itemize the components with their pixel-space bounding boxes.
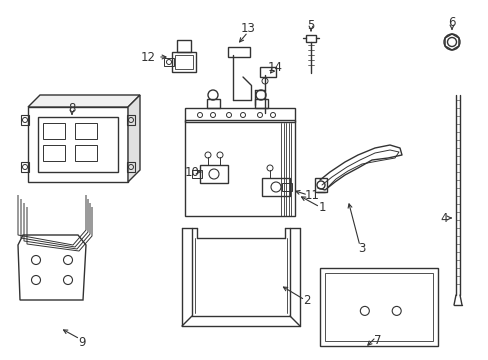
Bar bbox=[184, 108, 294, 122]
Bar bbox=[21, 162, 29, 172]
Bar bbox=[28, 107, 128, 182]
Bar bbox=[314, 178, 326, 192]
Text: 10: 10 bbox=[184, 166, 199, 179]
Bar bbox=[43, 123, 65, 139]
Bar bbox=[325, 273, 432, 341]
Bar bbox=[227, 47, 249, 57]
Bar bbox=[206, 99, 220, 108]
Bar bbox=[177, 40, 191, 52]
Bar bbox=[38, 117, 118, 172]
Text: 1: 1 bbox=[318, 201, 325, 213]
Text: 6: 6 bbox=[447, 15, 455, 28]
Bar bbox=[21, 115, 29, 125]
Text: 4: 4 bbox=[439, 212, 447, 225]
Bar bbox=[163, 58, 174, 66]
Text: 8: 8 bbox=[68, 102, 76, 114]
Text: 12: 12 bbox=[140, 50, 155, 63]
Text: 2: 2 bbox=[303, 293, 310, 306]
Bar bbox=[262, 178, 289, 196]
Bar bbox=[127, 115, 135, 125]
Polygon shape bbox=[128, 95, 140, 182]
Text: 5: 5 bbox=[306, 18, 314, 32]
Bar bbox=[43, 145, 65, 161]
Bar bbox=[319, 268, 437, 346]
Bar bbox=[254, 99, 267, 108]
Text: 9: 9 bbox=[78, 336, 85, 348]
Bar bbox=[192, 170, 202, 178]
Text: 7: 7 bbox=[373, 333, 381, 346]
Bar bbox=[75, 123, 97, 139]
Bar bbox=[282, 183, 291, 191]
Bar bbox=[175, 55, 193, 69]
Text: 14: 14 bbox=[267, 60, 282, 73]
Bar bbox=[184, 120, 294, 216]
Bar bbox=[127, 162, 135, 172]
Text: 13: 13 bbox=[240, 22, 255, 35]
Bar bbox=[172, 52, 196, 72]
Text: 3: 3 bbox=[358, 242, 365, 255]
Text: 11: 11 bbox=[304, 189, 319, 202]
Bar bbox=[200, 165, 227, 183]
Bar bbox=[260, 67, 275, 77]
Bar bbox=[75, 145, 97, 161]
Polygon shape bbox=[28, 95, 140, 107]
